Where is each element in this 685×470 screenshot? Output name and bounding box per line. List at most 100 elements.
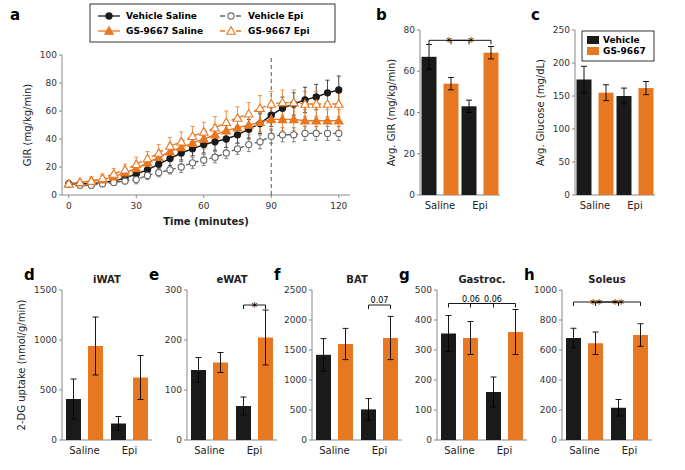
error-bar bbox=[446, 316, 452, 352]
bar bbox=[633, 335, 648, 440]
legend-swatch bbox=[587, 47, 599, 55]
y-tick-label: 150 bbox=[553, 91, 570, 101]
legend-swatch bbox=[587, 36, 599, 44]
y-tick-label: 2500 bbox=[284, 285, 307, 295]
panel-title: Soleus bbox=[588, 274, 625, 285]
error-bar bbox=[581, 66, 587, 92]
legend: VehicleGS-9667 bbox=[582, 31, 654, 61]
category-label: Epi bbox=[497, 445, 512, 456]
data-point bbox=[268, 133, 274, 139]
y-tick bbox=[434, 350, 437, 351]
significance-label: ** bbox=[612, 297, 624, 311]
bar bbox=[566, 338, 581, 440]
panel-title: Gastroc. bbox=[458, 274, 505, 285]
category-label: Saline bbox=[319, 445, 350, 456]
y-axis bbox=[187, 290, 188, 440]
category-label: Epi bbox=[247, 445, 262, 456]
panel: 05001000150020002500SalineEpiBATf0.07 bbox=[274, 266, 402, 456]
data-point bbox=[302, 130, 308, 136]
data-point bbox=[244, 110, 253, 118]
y-axis-label: Avg. GIR (mg/kg/min) bbox=[386, 59, 397, 166]
data-point bbox=[201, 157, 207, 163]
panel-title: eWAT bbox=[216, 274, 247, 285]
panel-label: a bbox=[10, 6, 20, 24]
y-tick bbox=[559, 380, 562, 381]
data-point bbox=[279, 132, 285, 138]
y-tick-label: 400 bbox=[415, 315, 432, 325]
data-point bbox=[76, 178, 85, 186]
data-point bbox=[336, 130, 342, 136]
bar bbox=[462, 106, 477, 195]
x-tick bbox=[136, 195, 137, 198]
y-tick-label: 600 bbox=[540, 345, 557, 355]
x-tick-label: 30 bbox=[131, 201, 143, 211]
y-tick bbox=[434, 440, 437, 441]
y-tick-label: 50 bbox=[559, 157, 571, 167]
category-label: Saline bbox=[194, 445, 225, 456]
data-point bbox=[267, 115, 276, 123]
significance-label: * bbox=[468, 35, 474, 49]
bar bbox=[422, 57, 437, 195]
error-bar bbox=[488, 47, 494, 59]
panel-title: BAT bbox=[346, 274, 368, 285]
y-tick-label: 80 bbox=[404, 25, 416, 35]
category-label: Epi bbox=[472, 200, 487, 211]
y-tick-label: 300 bbox=[415, 345, 432, 355]
plot-marks bbox=[577, 66, 654, 195]
y-tick-label: 1000 bbox=[34, 335, 57, 345]
y-tick bbox=[184, 290, 187, 291]
legend: Vehicle SalineVehicle EpiGS-9667 SalineG… bbox=[90, 4, 335, 42]
x-tick-label: 120 bbox=[330, 201, 347, 211]
bar bbox=[639, 88, 654, 195]
error-bar bbox=[263, 310, 269, 365]
category-label: Epi bbox=[627, 200, 642, 211]
y-tick-label: 0 bbox=[176, 435, 182, 445]
x-tick-label: 90 bbox=[266, 201, 278, 211]
error-bar bbox=[513, 310, 519, 355]
bar bbox=[617, 96, 632, 195]
bar bbox=[484, 53, 499, 195]
y-tick-label: 1000 bbox=[284, 375, 307, 385]
legend-frame bbox=[90, 4, 335, 42]
data-point bbox=[211, 124, 220, 132]
error-bar bbox=[343, 328, 349, 359]
error-bar bbox=[71, 379, 77, 419]
data-point bbox=[289, 115, 298, 123]
y-tick bbox=[572, 162, 575, 163]
y-tick-label: 100 bbox=[165, 385, 182, 395]
y-tick bbox=[559, 290, 562, 291]
y-tick bbox=[559, 440, 562, 441]
data-point bbox=[64, 180, 73, 188]
y-tick-label: 400 bbox=[540, 375, 557, 385]
y-tick bbox=[59, 111, 62, 112]
y-tick bbox=[59, 139, 62, 140]
y-tick-label: 0 bbox=[51, 190, 57, 200]
data-point bbox=[323, 100, 332, 108]
legend-marker bbox=[228, 13, 234, 19]
figure: 0204060801000306090120GIR (mg/kg/min)Tim… bbox=[0, 0, 685, 470]
data-point bbox=[109, 170, 118, 178]
y-tick-label: 100 bbox=[415, 405, 432, 415]
data-point bbox=[166, 142, 175, 150]
data-point bbox=[257, 139, 263, 145]
y-tick bbox=[59, 440, 62, 441]
error-bar bbox=[241, 397, 247, 415]
data-point bbox=[223, 150, 229, 156]
data-point bbox=[177, 138, 186, 146]
y-tick bbox=[559, 320, 562, 321]
bar bbox=[599, 93, 614, 195]
data-point bbox=[212, 154, 218, 160]
y-axis-label: GIR (mg/kg/min) bbox=[22, 84, 33, 167]
y-tick-label: 40 bbox=[46, 134, 58, 144]
y-tick bbox=[59, 55, 62, 56]
y-tick bbox=[309, 320, 312, 321]
y-tick bbox=[434, 290, 437, 291]
category-label: Saline bbox=[569, 445, 600, 456]
panel: 0204060801000306090120GIR (mg/kg/min)Tim… bbox=[10, 4, 350, 227]
y-tick-label: 200 bbox=[415, 375, 432, 385]
series-line bbox=[69, 103, 339, 184]
error-bar bbox=[571, 328, 577, 348]
error-bar bbox=[603, 85, 609, 101]
panel: 0100200300SalineEpieWATe* bbox=[149, 266, 277, 456]
y-axis bbox=[437, 290, 438, 440]
